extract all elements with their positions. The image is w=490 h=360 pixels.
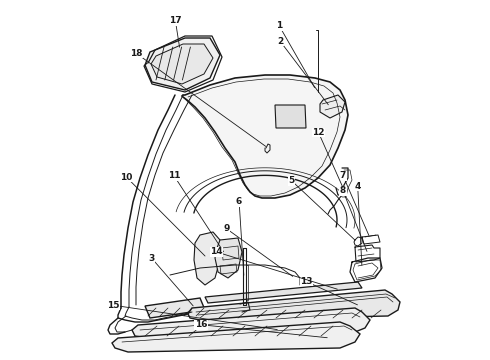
Text: 7: 7 [340,171,346,180]
Text: 2: 2 [277,37,283,46]
Polygon shape [215,238,242,278]
Text: 3: 3 [149,254,155,263]
Text: 4: 4 [354,182,361,191]
Text: 15: 15 [107,301,120,310]
Polygon shape [188,290,400,320]
Text: 6: 6 [236,197,242,206]
Text: 8: 8 [340,186,346,195]
Polygon shape [182,75,348,198]
Polygon shape [194,232,220,285]
Polygon shape [320,95,345,118]
Polygon shape [275,105,306,128]
Polygon shape [145,298,205,318]
Text: 14: 14 [210,247,223,256]
Polygon shape [205,282,362,303]
Text: 11: 11 [168,171,180,180]
Polygon shape [145,38,220,90]
Text: 16: 16 [195,320,207,329]
Text: 18: 18 [130,49,143,58]
Polygon shape [132,308,370,338]
Text: 13: 13 [300,277,313,286]
Polygon shape [151,44,213,84]
Text: 1: 1 [276,22,282,31]
Text: 17: 17 [169,16,182,25]
Text: 10: 10 [120,173,133,181]
Polygon shape [112,322,360,352]
Text: 9: 9 [223,224,230,233]
Text: 5: 5 [289,176,294,185]
Text: 12: 12 [312,128,325,137]
